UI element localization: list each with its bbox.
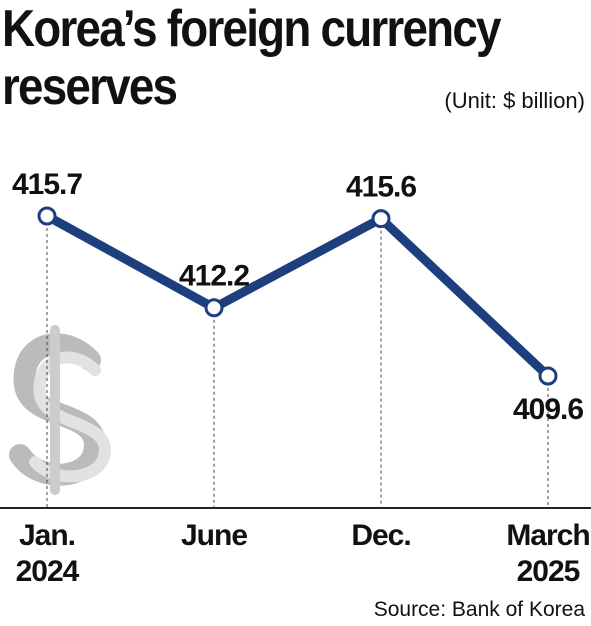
point	[371, 209, 391, 229]
point	[204, 298, 224, 318]
value-label: 409.6	[513, 393, 583, 426]
x-tick-label: Dec.	[351, 519, 411, 552]
value-label: 415.7	[12, 168, 82, 201]
x-tick-label: March 2025	[506, 519, 590, 588]
point	[538, 366, 558, 386]
value-label: 415.6	[346, 171, 416, 204]
x-tick-label: Jan. 2024	[15, 519, 80, 588]
value-label: 412.2	[179, 260, 249, 293]
source: Source: Bank of Korea	[373, 598, 585, 621]
line-series	[44, 212, 552, 380]
point	[37, 206, 57, 226]
x-tick-label: June	[180, 519, 248, 552]
dollar-icon	[9, 325, 112, 495]
unit-label: (Unit: $ billion)	[444, 88, 585, 113]
chart-title: Korea’s foreign currency reserves	[2, 0, 502, 116]
